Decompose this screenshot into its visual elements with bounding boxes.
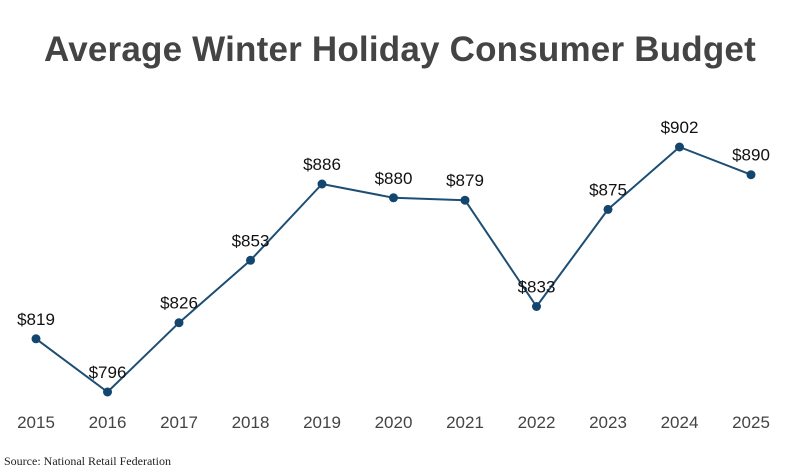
source-note: Source: National Retail Federation <box>4 454 171 468</box>
series-group <box>31 142 756 397</box>
data-point-2015 <box>31 334 41 344</box>
data-label-2022: $833 <box>518 278 556 297</box>
chart-title: Average Winter Holiday Consumer Budget <box>44 30 756 69</box>
data-label-2023: $875 <box>589 180 627 199</box>
data-labels: $819 $796 $826 $853 $886 $880 $879 $833 $875 $902… <box>17 118 770 382</box>
x-tick-2015: 2015 <box>17 413 55 432</box>
data-label-2019: $886 <box>303 155 341 174</box>
data-point-2017 <box>174 318 184 328</box>
x-tick-2019: 2019 <box>303 413 341 432</box>
x-tick-2023: 2023 <box>589 413 627 432</box>
x-tick-2016: 2016 <box>89 413 127 432</box>
x-tick-2020: 2020 <box>375 413 413 432</box>
data-point-2023 <box>603 204 613 214</box>
data-point-2024 <box>675 142 684 152</box>
data-label-2018: $853 <box>232 231 270 250</box>
data-point-2016 <box>103 387 112 397</box>
data-label-2020: $880 <box>375 169 413 188</box>
x-tick-2018: 2018 <box>232 413 270 432</box>
data-point-2018 <box>246 255 255 265</box>
data-label-2025: $890 <box>732 146 770 165</box>
data-label-2016: $796 <box>89 363 127 382</box>
data-point-2021 <box>460 195 470 205</box>
x-tick-2024: 2024 <box>661 413 699 432</box>
data-point-2022 <box>532 302 541 311</box>
data-point-2019 <box>317 179 327 189</box>
x-tick-2022: 2022 <box>518 413 556 432</box>
data-label-2024: $902 <box>661 118 699 137</box>
data-point-2020 <box>389 193 398 203</box>
data-label-2021: $879 <box>446 171 484 190</box>
data-label-2017: $826 <box>160 294 198 313</box>
x-axis-ticks: 2015 2016 2017 2018 2019 2020 2021 2022 2023 2024… <box>17 413 770 432</box>
x-tick-2021: 2021 <box>446 413 484 432</box>
x-tick-2017: 2017 <box>160 413 198 432</box>
x-tick-2025: 2025 <box>732 413 770 432</box>
data-point-2025 <box>746 170 756 180</box>
data-label-2015: $819 <box>17 310 55 329</box>
